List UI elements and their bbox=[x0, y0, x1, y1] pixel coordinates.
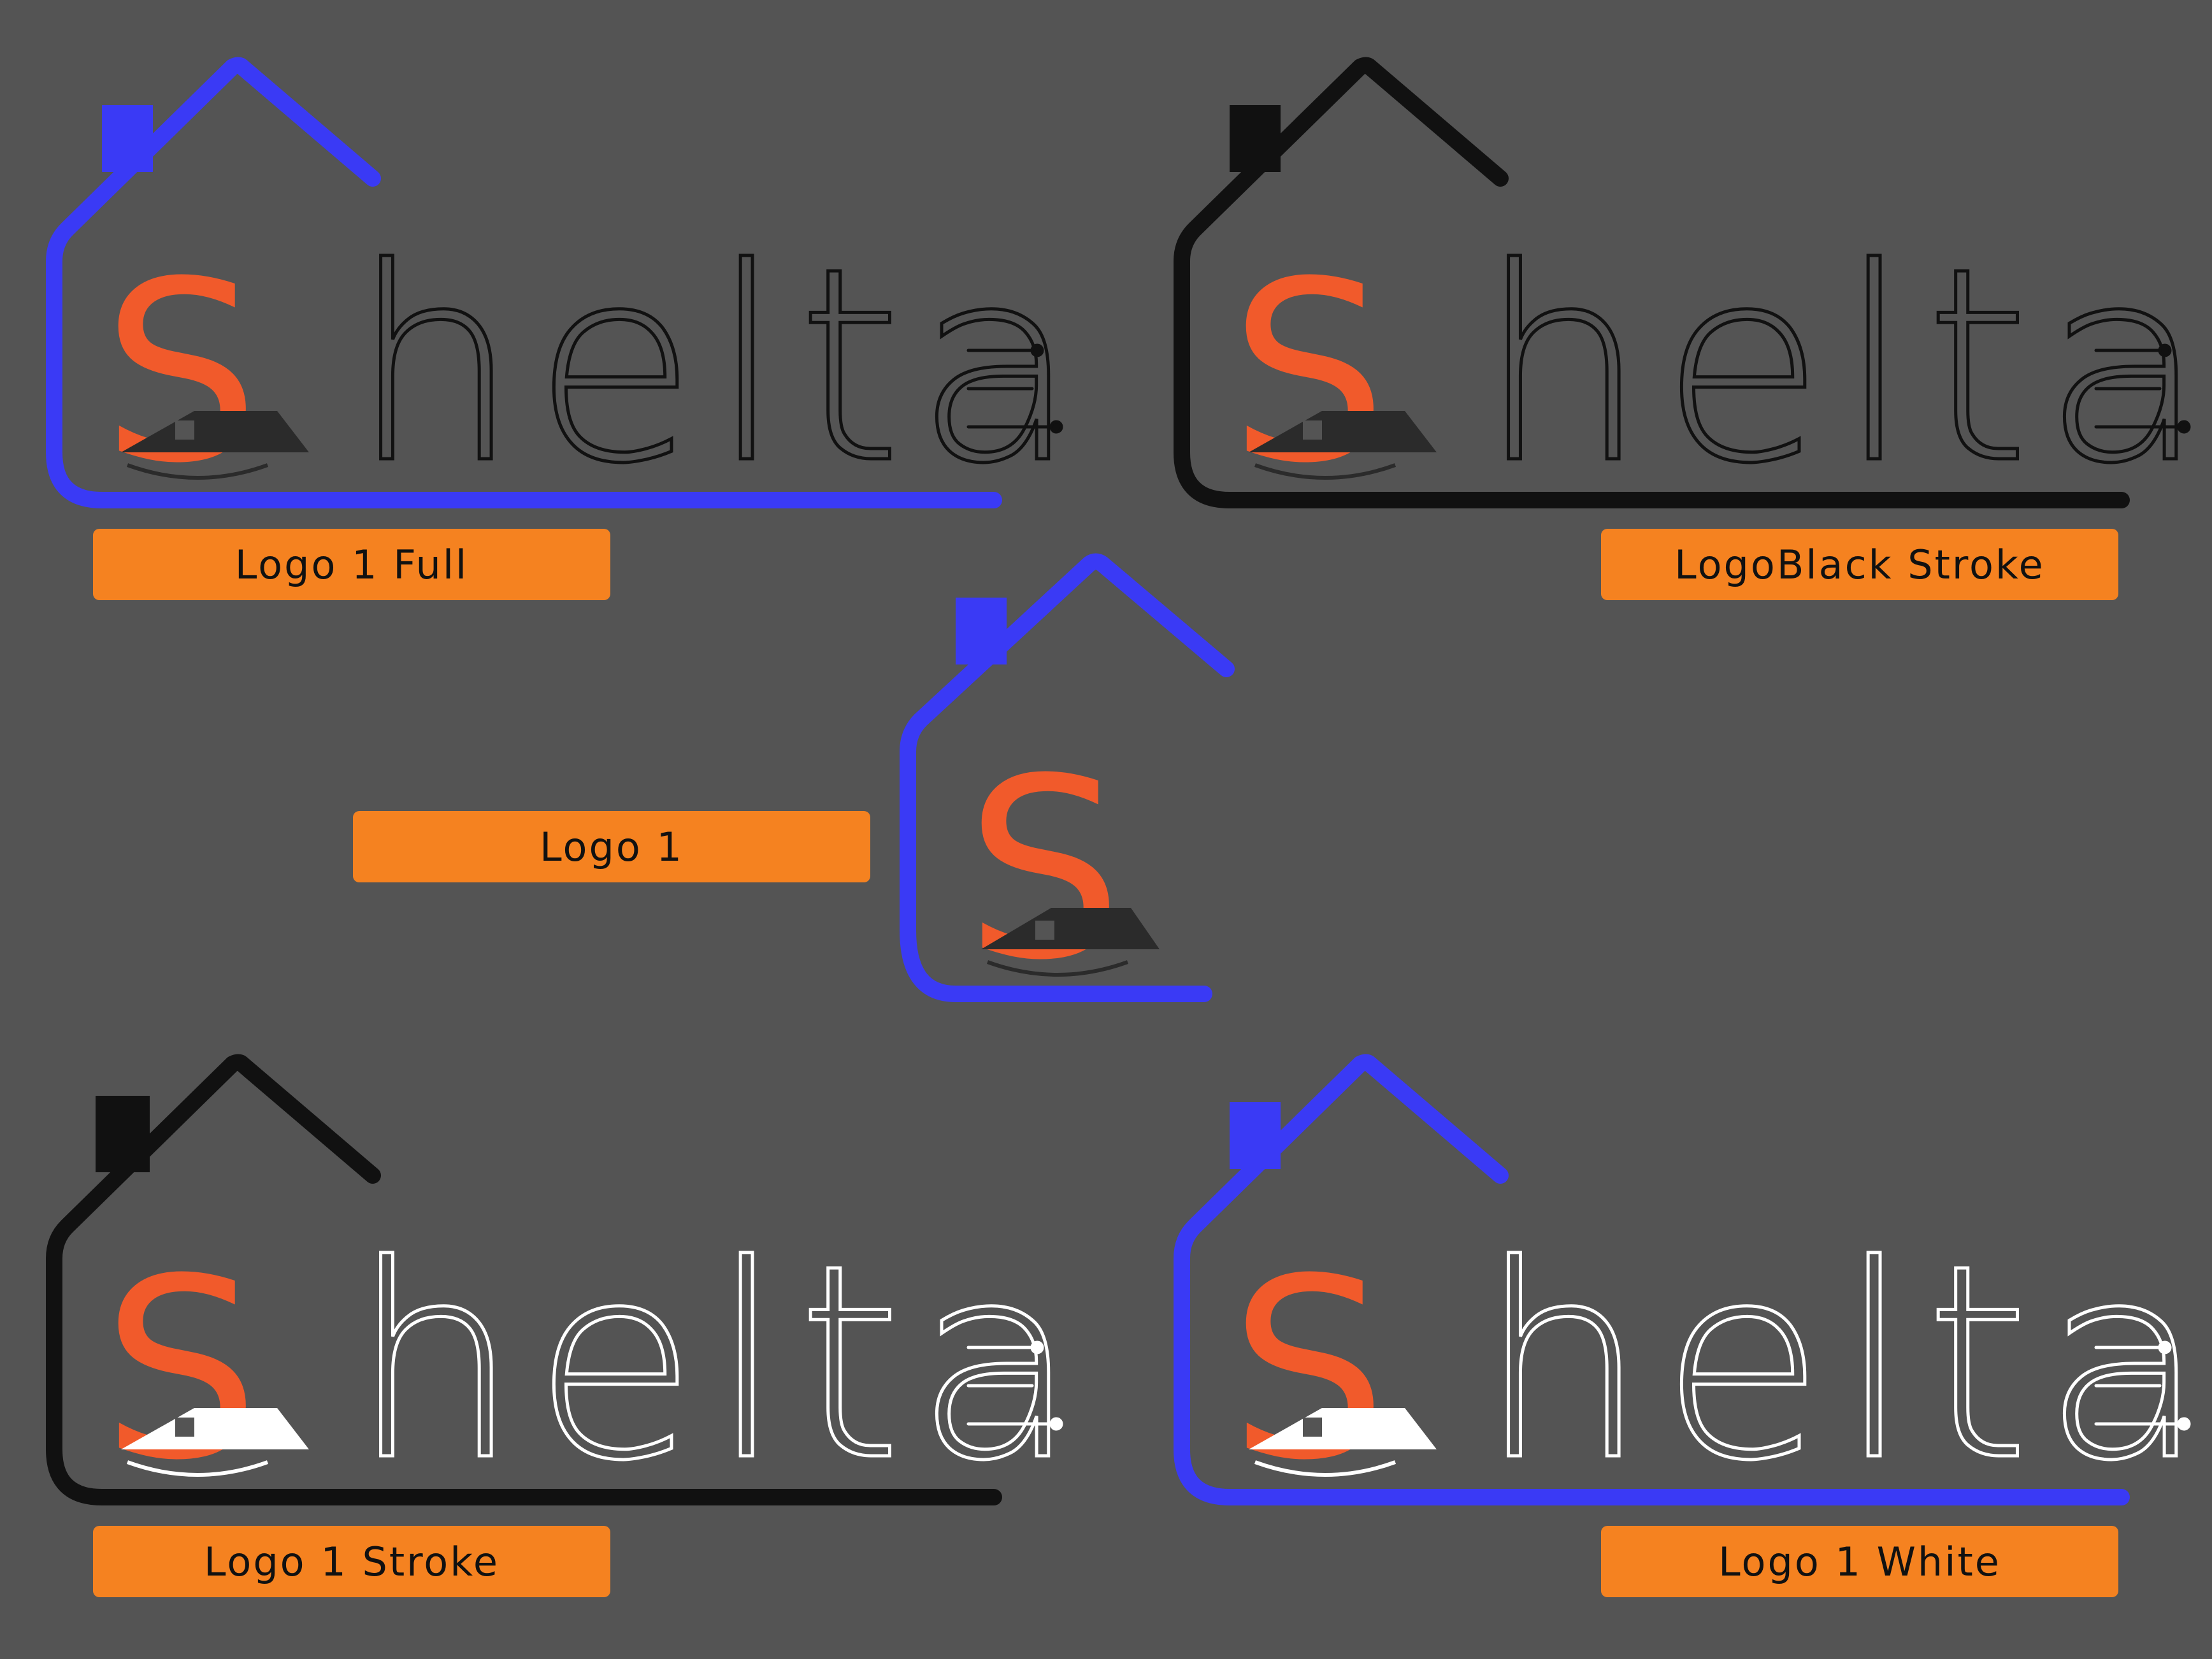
label-logo-full: Logo 1 Full bbox=[93, 529, 610, 600]
logo-white: S helta bbox=[1166, 1042, 2198, 1526]
chimney bbox=[956, 598, 1007, 664]
brand-mark-s: S bbox=[1230, 228, 1388, 517]
house-outline bbox=[900, 553, 1235, 1002]
logo-mark-only: S bbox=[892, 548, 1249, 1007]
label-logo-stroke: Logo 1 Stroke bbox=[93, 1526, 610, 1597]
wordmark-text: helta bbox=[350, 211, 1070, 522]
logo-black-stroke: S helta bbox=[1166, 45, 2198, 529]
wordmark-text: helta bbox=[1478, 1208, 2198, 1519]
logo-full-graphic: S helta bbox=[46, 57, 1070, 524]
chimney bbox=[102, 105, 153, 172]
label-logo-white: Logo 1 White bbox=[1601, 1526, 2118, 1597]
brand-mark-s: S bbox=[1230, 1225, 1388, 1514]
house-outline bbox=[1174, 1054, 2130, 1505]
mini-house-icon bbox=[121, 411, 309, 480]
logo-full: S helta bbox=[38, 45, 1070, 529]
plug-icon bbox=[2094, 343, 2191, 434]
mini-house-icon bbox=[1249, 1408, 1437, 1477]
plug-icon bbox=[966, 1340, 1063, 1431]
chimney bbox=[96, 1096, 150, 1172]
label-logo-black-stroke: LogoBlack Stroke bbox=[1601, 529, 2118, 600]
mini-house-icon bbox=[981, 908, 1160, 977]
brand-mark-s: S bbox=[102, 228, 260, 517]
logo-mark-only-graphic: S bbox=[900, 553, 1235, 1007]
plug-icon bbox=[2094, 1340, 2191, 1431]
wordmark-text: helta bbox=[1478, 211, 2198, 522]
logo-stroke-graphic: S helta bbox=[46, 1054, 1070, 1521]
logo-stroke: S helta bbox=[38, 1042, 1070, 1526]
mini-house-icon bbox=[121, 1408, 309, 1477]
chimney bbox=[1230, 105, 1281, 172]
brand-mark-s: S bbox=[965, 725, 1123, 1007]
logo-white-graphic: S helta bbox=[1174, 1054, 2198, 1521]
wordmark-text: helta bbox=[350, 1208, 1070, 1519]
logo-black-stroke-graphic: S helta bbox=[1174, 57, 2198, 524]
label-logo-mark: Logo 1 bbox=[353, 811, 870, 882]
plug-icon bbox=[966, 343, 1063, 434]
house-outline bbox=[46, 1054, 1002, 1505]
mini-house-icon bbox=[1249, 411, 1437, 480]
house-outline bbox=[1174, 57, 2130, 508]
chimney bbox=[1230, 1102, 1281, 1169]
brand-mark-s: S bbox=[102, 1225, 260, 1514]
house-outline bbox=[46, 57, 1002, 508]
